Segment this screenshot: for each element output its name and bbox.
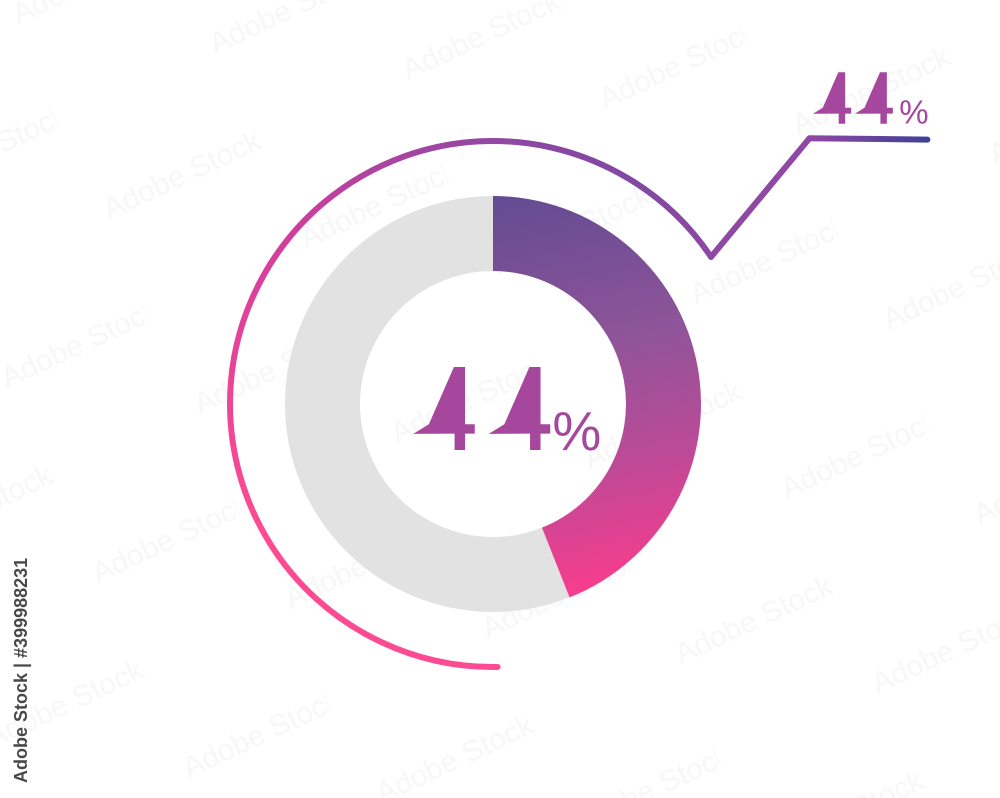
svg-text:Adobe Stock | #399988231: Adobe Stock | #399988231 xyxy=(11,558,31,783)
svg-text:%: % xyxy=(552,400,601,462)
svg-text:%: % xyxy=(899,94,928,131)
